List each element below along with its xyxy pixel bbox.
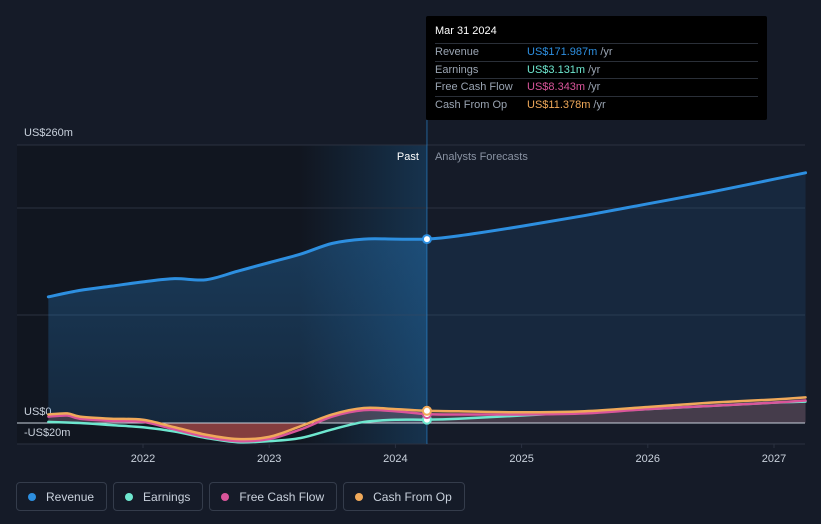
tooltip-label: Free Cash Flow <box>435 81 513 93</box>
x-tick-label-2025: 2025 <box>509 453 533 465</box>
legend-label: Cash From Op <box>373 489 452 504</box>
series-line-free-cash-flow <box>47 399 807 443</box>
tooltip-unit: /yr <box>588 63 601 76</box>
legend-label: Revenue <box>46 489 95 504</box>
tooltip-unit: /yr <box>600 46 613 58</box>
legend-item-earnings[interactable]: Earnings <box>113 482 204 511</box>
tooltip-row-cfo: Cash From Op US$11.378m /yr <box>435 97 758 115</box>
series-line-revenue <box>46 171 808 299</box>
forecast-label: Analysts Forecasts <box>435 151 528 163</box>
legend-dot-icon <box>28 492 36 501</box>
legend-item-free-cash-flow[interactable]: Free Cash Flow <box>209 482 338 511</box>
legend-label: Free Cash Flow <box>239 489 325 504</box>
tooltip-value: US$11.378m <box>527 98 591 111</box>
tooltip-row-earnings: Earnings US$3.131m /yr <box>435 62 758 79</box>
y-label-top: US$260m <box>24 127 73 139</box>
tooltip-unit: /yr <box>593 98 606 111</box>
x-tick-label-2023: 2023 <box>257 453 281 465</box>
series-line-cash-from-op <box>47 396 807 441</box>
legend-item-cash-from-op[interactable]: Cash From Op <box>343 482 465 511</box>
revenue-area-forecast <box>426 172 806 423</box>
x-tick-label-2022: 2022 <box>131 453 155 465</box>
negative-area <box>48 423 806 440</box>
tooltip: Mar 31 2024 Revenue US$171.987m /yr Earn… <box>426 16 767 120</box>
legend: Revenue Earnings Free Cash Flow Cash Fro… <box>16 482 465 511</box>
tooltip-value: US$171.987m <box>527 46 598 58</box>
chart-svg: US$260m US$0 -US$20m Past Analysts Forecasts… <box>17 120 808 465</box>
tooltip-row-revenue: Revenue US$171.987m /yr <box>435 44 758 62</box>
tooltip-row-fcf: Free Cash Flow US$8.343m /yr <box>435 79 758 97</box>
tooltip-value: US$8.343m <box>527 81 586 93</box>
legend-dot-icon <box>125 492 134 501</box>
legend-dot-icon <box>355 492 364 501</box>
tooltip-value: US$3.131m <box>527 63 586 76</box>
tooltip-label: Earnings <box>435 63 479 76</box>
x-tick-label-2026: 2026 <box>636 453 660 465</box>
revenue-area-past <box>48 238 427 423</box>
legend-item-revenue[interactable]: Revenue <box>16 482 108 511</box>
x-tick-label-2027: 2027 <box>762 453 786 465</box>
marker-revenue <box>421 234 432 245</box>
marker-cash-from-op <box>421 405 432 416</box>
tooltip-label: Revenue <box>435 46 480 58</box>
tooltip-date: Mar 31 2024 <box>435 24 758 44</box>
tooltip-label: Cash From Op <box>435 98 508 111</box>
legend-dot-icon <box>221 492 230 501</box>
y-label-bottom: -US$20m <box>24 427 70 439</box>
past-label: Past <box>397 151 419 163</box>
y-label-zero: US$0 <box>24 406 52 418</box>
x-tick-label-2024: 2024 <box>383 453 407 465</box>
legend-label: Earnings <box>143 489 191 504</box>
tooltip-unit: /yr <box>588 81 601 93</box>
